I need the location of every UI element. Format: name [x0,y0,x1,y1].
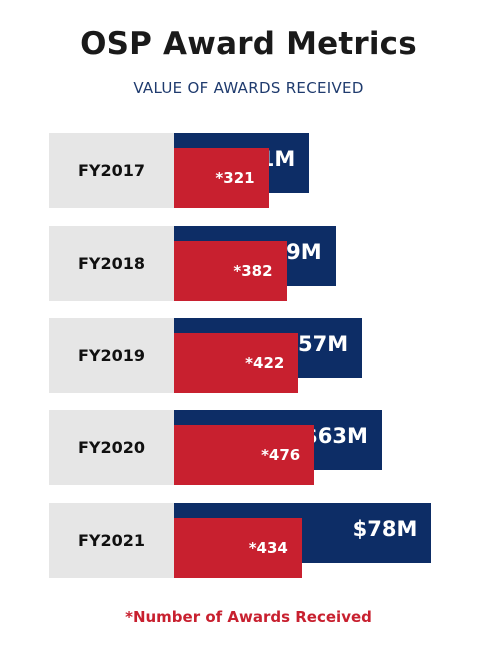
category-label-box [49,318,174,393]
count-bar [174,425,315,485]
chart-row: FY2019 $57M *422 [49,318,469,393]
category-label: FY2021 [77,531,146,550]
count-data-label: *422 [245,354,285,372]
chart-row: FY2018 $49M *382 [49,226,469,301]
chart-row: FY2017$41M*321 [49,133,469,208]
count-bar [174,333,299,393]
count-bar [174,148,269,208]
count-data-label: *476 [261,446,301,464]
category-label: FY2017 [77,161,146,180]
category-label-box [49,226,174,301]
chart-subtitle: VALUE OF AWARDS RECEIVED [133,79,364,97]
category-label: FY2018 [77,254,146,273]
footnote: *Number of Awards Received [125,608,372,626]
count-bar [174,241,287,301]
chart-title: OSP Award Metrics [80,26,417,62]
count-data-label: *434 [248,539,288,557]
category-label-box [49,503,174,578]
category-label-box [49,410,174,485]
category-label-box [49,133,174,208]
category-label: FY2020 [77,438,146,457]
count-data-label: *321 [215,169,255,187]
chart-row: FY2020 $63M *476 [49,410,469,485]
count-bar [174,518,302,578]
value-data-label: $78M [352,517,418,541]
chart-row: FY2021 $78M *434 [49,503,469,578]
count-data-label: *382 [233,262,273,280]
category-label: FY2019 [77,346,146,365]
